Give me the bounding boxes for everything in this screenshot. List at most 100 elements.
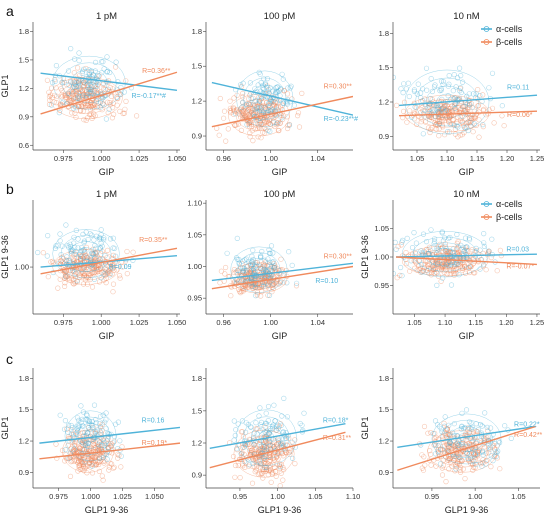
alpha-cell-point: [468, 119, 474, 126]
alpha-cell-point: [447, 121, 453, 127]
alpha-cell-point: [258, 105, 264, 111]
beta-cell-point: [274, 441, 280, 447]
alpha-correlation-label: R=0.09: [109, 264, 132, 271]
beta-cell-point: [441, 269, 447, 276]
alpha-cell-point: [76, 57, 82, 64]
beta-cell-point: [419, 452, 425, 458]
beta-cell-point: [240, 90, 246, 97]
beta-cell-point: [91, 455, 97, 461]
beta-cell-point: [247, 437, 253, 443]
alpha-cell-point: [70, 247, 76, 253]
alpha-cell-point: [73, 83, 79, 89]
alpha-cell-point: [97, 413, 104, 419]
alpha-cell-point: [61, 426, 68, 432]
x-tick-label: 1.05: [410, 154, 425, 163]
alpha-cell-point: [411, 230, 417, 236]
alpha-regression-line: [211, 262, 353, 282]
alpha-cell-point: [459, 423, 465, 429]
alpha-cell-point: [466, 419, 473, 425]
beta-cell-point: [401, 108, 407, 114]
alpha-cell-point: [445, 235, 452, 241]
alpha-density-contour: [77, 247, 95, 260]
alpha-cell-point: [65, 429, 71, 436]
alpha-cell-point: [65, 68, 72, 74]
alpha-cell-point: [71, 435, 77, 441]
beta-cell-point: [44, 77, 51, 83]
beta-cell-point: [223, 264, 229, 271]
alpha-cell-point: [76, 50, 82, 56]
panel-title: 1 pM: [96, 189, 117, 200]
beta-correlation-label: R=0.19*: [142, 440, 168, 447]
alpha-cell-point: [463, 407, 470, 413]
y-tick-label: 1.5: [379, 63, 389, 72]
alpha-cell-point: [234, 446, 240, 452]
y-tick-label: 0.9: [19, 112, 29, 121]
alpha-cell-point: [92, 242, 98, 248]
beta-cell-point: [497, 466, 503, 472]
beta-cell-point: [274, 453, 280, 459]
beta-cell-point: [249, 480, 256, 486]
alpha-cell-point: [452, 261, 458, 267]
beta-cell-point: [123, 98, 129, 104]
alpha-cell-point: [481, 231, 487, 237]
alpha-cell-point: [91, 237, 97, 243]
panel-b-1: R=0.09 R=0.35** 0.975 1.000 1.025 1.050 1.00 1 …: [0, 189, 186, 341]
alpha-cell-point: [488, 425, 494, 431]
alpha-density-contour: [52, 229, 120, 279]
beta-cell-point: [72, 110, 78, 116]
beta-cell-point: [440, 462, 447, 469]
alpha-cell-point: [276, 268, 282, 274]
alpha-cell-point: [403, 86, 410, 92]
alpha-cell-point: [55, 243, 61, 249]
x-tick-label: 1.00: [263, 318, 278, 327]
alpha-cell-point: [254, 259, 261, 265]
y-tick-label: 1.00: [187, 262, 202, 271]
beta-cell-point: [104, 247, 111, 253]
beta-cell-point: [263, 90, 269, 97]
beta-cell-point: [248, 448, 254, 454]
beta-cell-point: [470, 129, 476, 135]
alpha-cell-point: [234, 256, 240, 263]
beta-cell-point: [81, 468, 87, 474]
alpha-cell-point: [473, 461, 479, 468]
alpha-density-contour: [250, 423, 282, 452]
alpha-cell-point: [256, 413, 262, 419]
x-axis-title: GIP: [459, 331, 475, 341]
alpha-cell-point: [454, 440, 460, 446]
alpha-cell-point: [458, 72, 464, 79]
beta-cell-point: [230, 111, 236, 117]
alpha-cell-point: [249, 259, 255, 265]
beta-cell-point: [477, 447, 483, 454]
alpha-cell-point: [66, 438, 72, 444]
alpha-cell-point: [443, 107, 449, 114]
alpha-cell-point: [263, 420, 269, 426]
beta-cell-point: [76, 464, 82, 470]
alpha-cell-point: [239, 277, 245, 284]
alpha-cell-point: [266, 247, 272, 253]
alpha-cell-point: [490, 431, 496, 437]
beta-cell-point: [260, 129, 266, 135]
alpha-cell-point: [257, 71, 263, 77]
panel-c-2: R=0.18* R=0.31** 0.95 1.00 1.05 1.10 0.9 1.2 1.5…: [192, 368, 360, 515]
alpha-cell-point: [104, 54, 110, 60]
alpha-cell-point: [101, 66, 107, 72]
alpha-cell-point: [74, 415, 81, 421]
alpha-cell-point: [255, 275, 261, 281]
beta-cell-point: [439, 122, 446, 128]
beta-cell-point: [231, 269, 237, 275]
alpha-cell-point: [285, 85, 291, 91]
alpha-cell-point: [445, 93, 451, 99]
alpha-cell-point: [73, 270, 79, 277]
alpha-cell-point: [246, 101, 252, 107]
beta-cell-point: [92, 445, 98, 451]
alpha-cell-point: [473, 91, 479, 97]
beta-cell-point: [459, 120, 465, 126]
alpha-cell-point: [89, 232, 95, 238]
beta-cell-point: [425, 430, 431, 436]
alpha-cell-point: [85, 443, 91, 449]
alpha-cell-point: [253, 284, 259, 291]
beta-cell-point: [110, 100, 116, 106]
alpha-cell-point: [432, 82, 438, 88]
alpha-cell-point: [451, 432, 457, 439]
beta-cell-point: [431, 442, 437, 448]
